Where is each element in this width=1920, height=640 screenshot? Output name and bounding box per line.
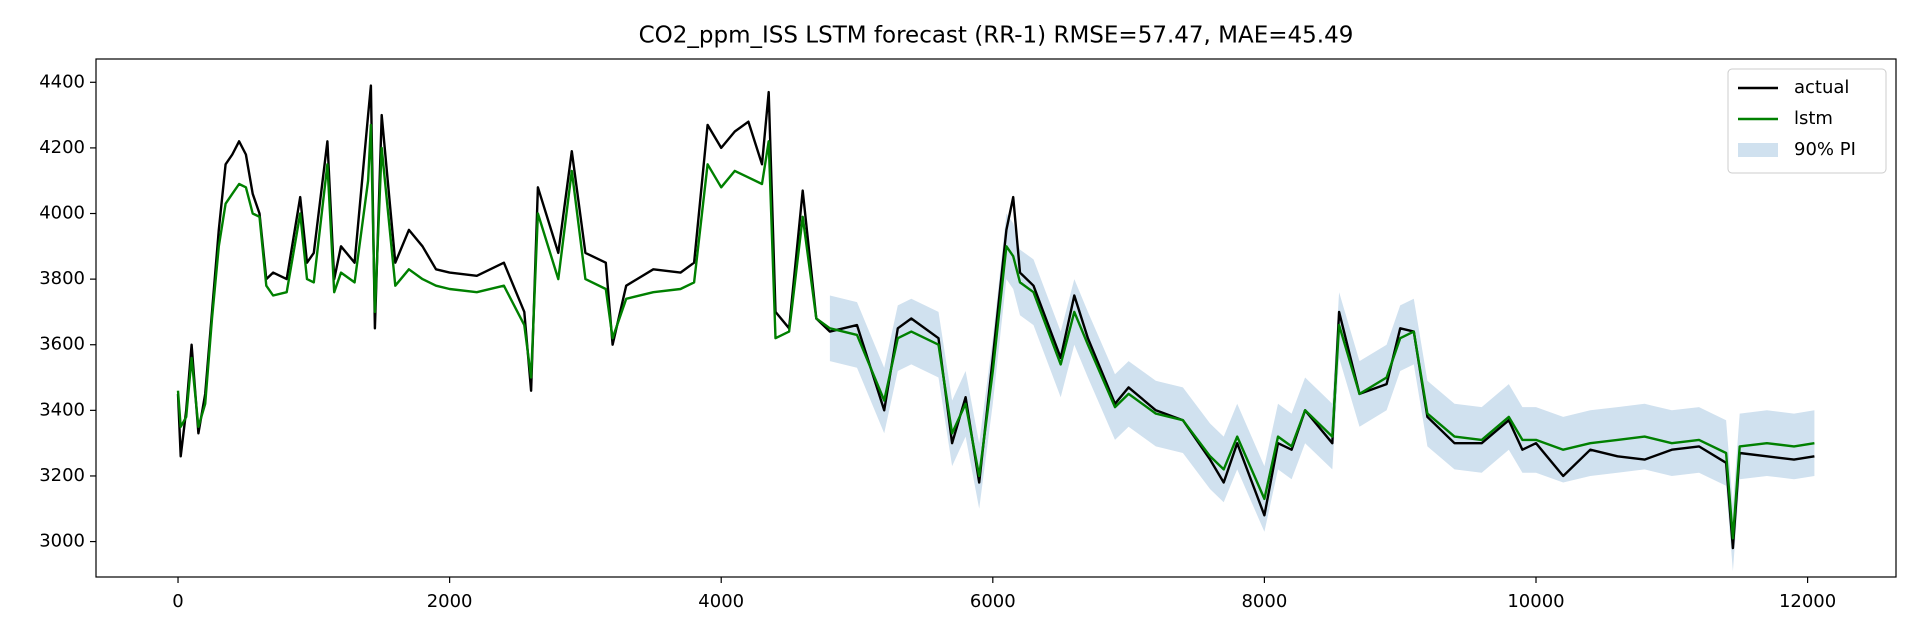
series-line [176, 123, 1815, 540]
plot-frame [95, 58, 1897, 578]
chart-title: CO2_ppm_ISS LSTM forecast (RR-1) RMSE=57… [639, 23, 1354, 49]
y-tick-label: 3200 [39, 465, 85, 486]
legend-label: actual [1794, 77, 1849, 98]
x-tick-label: 12000 [1779, 591, 1836, 612]
x-tick-label: 4000 [698, 591, 744, 612]
x-tick-label: 8000 [1241, 591, 1287, 612]
y-tick-label: 4200 [39, 137, 85, 158]
y-tick-label: 3400 [39, 399, 85, 420]
y-tick-label: 3800 [39, 268, 85, 289]
x-tick-label: 0 [172, 591, 183, 612]
y-tick-label: 3000 [39, 531, 85, 552]
legend-label: 90% PI [1794, 139, 1856, 160]
legend-swatch [1738, 143, 1778, 157]
legend-label: lstm [1794, 108, 1833, 129]
y-tick-label: 4000 [39, 203, 85, 224]
y-tick-label: 4400 [39, 71, 85, 92]
y-tick-label: 3600 [39, 334, 85, 355]
prediction-interval [829, 213, 1815, 572]
x-tick-label: 10000 [1507, 591, 1564, 612]
x-tick-label: 6000 [970, 591, 1016, 612]
x-tick-label: 2000 [427, 591, 473, 612]
